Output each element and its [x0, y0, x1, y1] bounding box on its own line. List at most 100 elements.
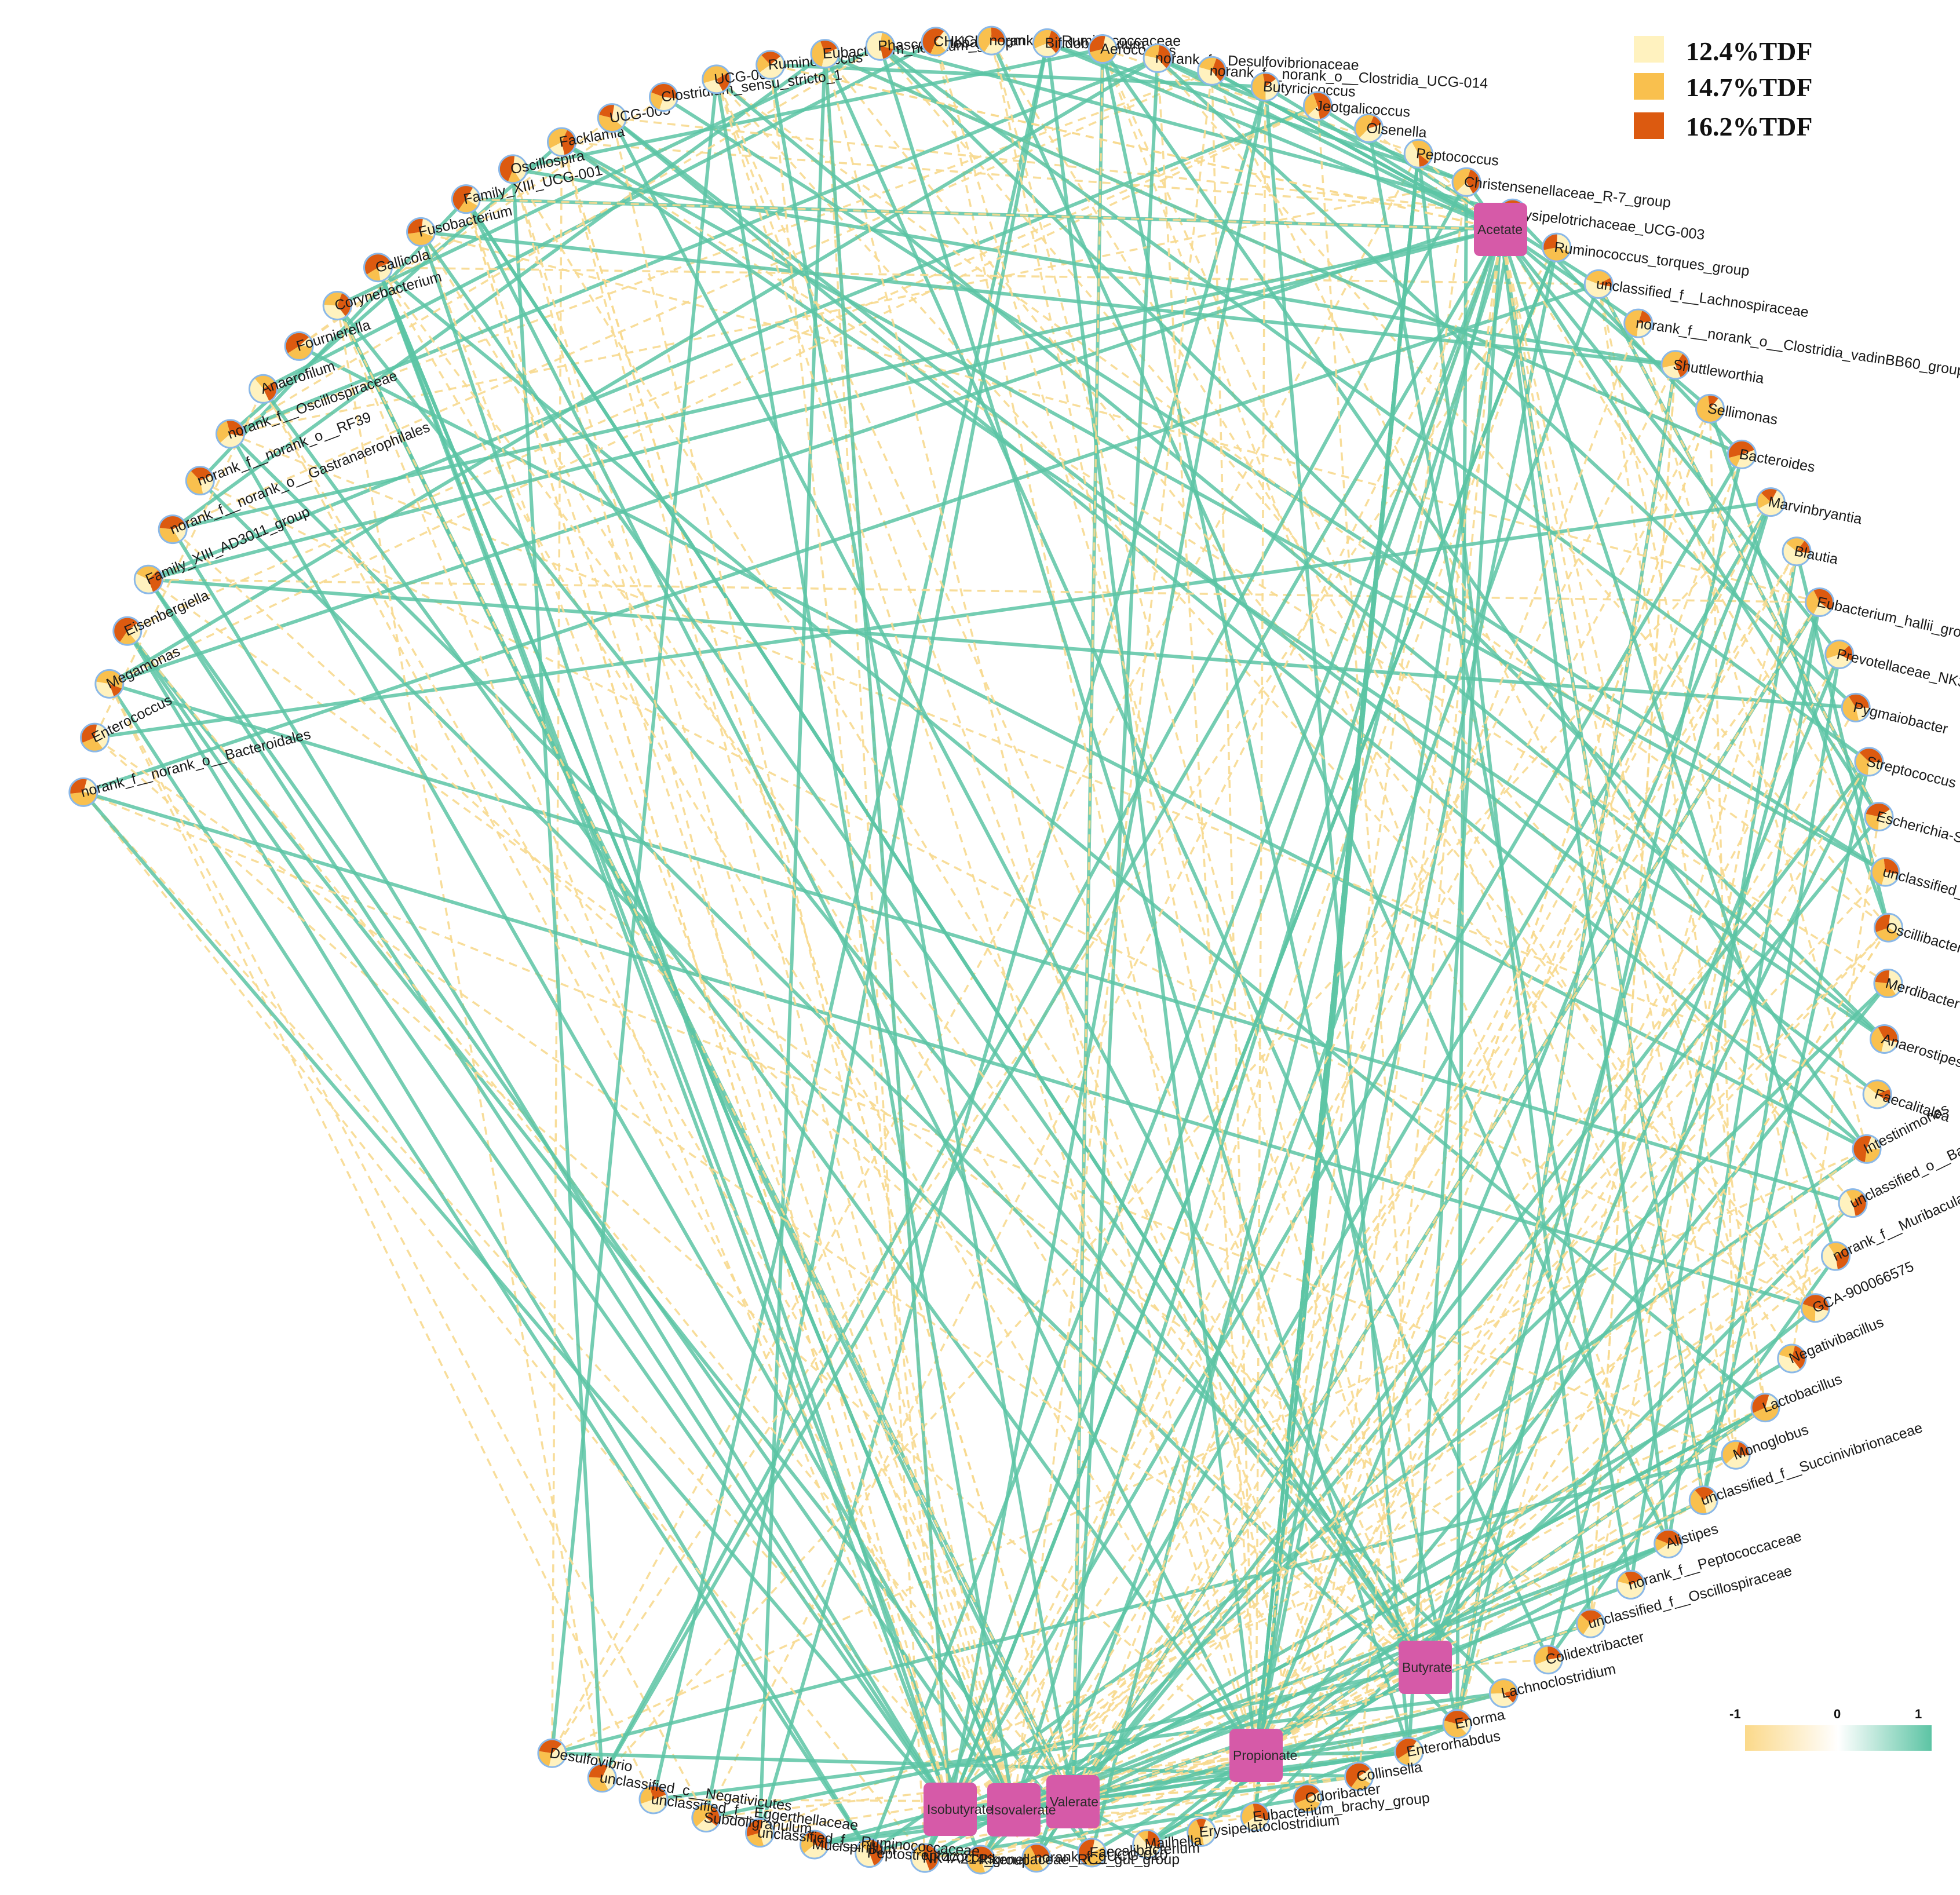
genus-node[interactable]: Mailhella — [1132, 1829, 1202, 1859]
genus-node[interactable]: Bacteroides — [1727, 439, 1816, 476]
correlation-edge — [262, 388, 1015, 1810]
genus-node[interactable]: Jeotgalicoccus — [1302, 91, 1411, 121]
metabolite-square — [1229, 1729, 1283, 1782]
pie-slice — [1585, 270, 1611, 284]
pie-slice — [1198, 67, 1221, 85]
pie-slice — [323, 291, 342, 306]
node-ring — [855, 1838, 885, 1868]
correlation-edge — [950, 1255, 1837, 1810]
node-ring — [1354, 113, 1384, 143]
genus-label: Mailhella — [1144, 1832, 1202, 1852]
correlation-edge — [1499, 229, 1838, 1257]
correlation-edge — [879, 45, 1886, 1040]
genus-node[interactable]: Sellimonas — [1695, 393, 1779, 428]
pie-slice — [1158, 44, 1172, 69]
metabolite-label: Isovalerate — [991, 1802, 1056, 1817]
genus-node[interactable]: Ruminococcus_torques_group — [1542, 232, 1750, 279]
metabolite-node[interactable]: Butyrate — [1399, 1641, 1452, 1694]
correlation-edge — [824, 53, 1257, 1756]
correlation-edge — [1046, 41, 1502, 231]
metabolites-layer: Acetate Butyrate Propionate ValerateIsovale… — [924, 203, 1527, 1836]
genus-label: NK4A214_group — [922, 1850, 1030, 1868]
correlation-edge — [511, 169, 604, 1778]
pie-slice — [1728, 440, 1755, 458]
genus-label: Collinsella — [1356, 1759, 1424, 1785]
correlation-edge — [1455, 454, 1744, 1725]
correlation-edge — [1013, 1809, 1255, 1818]
genus-node[interactable]: Erysipelotrichaceae_UCG-003 — [1498, 198, 1706, 243]
correlation-edge — [1012, 213, 1514, 1810]
metabolite-label: Valerate — [1050, 1794, 1098, 1809]
node-ring — [1451, 167, 1481, 197]
node-ring — [1533, 1645, 1563, 1675]
genus-node[interactable]: Enterococcus — [79, 692, 175, 753]
pie-slice — [1408, 1740, 1423, 1766]
node-ring — [1721, 1440, 1751, 1470]
node-ring — [744, 1818, 775, 1848]
correlation-edge — [1407, 229, 1502, 1752]
genus-node[interactable]: Merdibacter — [1873, 968, 1960, 1012]
pie-slice — [216, 420, 231, 443]
genus-node[interactable]: Lactobacillus — [1750, 1371, 1844, 1423]
pie-slice — [1757, 492, 1771, 509]
pie-slice — [706, 1806, 720, 1827]
metabolite-node[interactable]: Propionate — [1229, 1729, 1297, 1782]
genus-node[interactable]: Pygmaiobacter — [1841, 692, 1950, 737]
pie-slice — [1805, 590, 1820, 615]
genus-node[interactable]: Anaerostipes — [1869, 1024, 1960, 1071]
pie-slice — [866, 32, 884, 60]
metabolite-node[interactable]: Valerate — [1046, 1775, 1100, 1828]
genus-node[interactable]: Eubacterium_hallii_group — [1805, 587, 1960, 644]
correlation-edge — [560, 141, 1015, 1810]
correlation-edge — [1456, 551, 1798, 1725]
genus-node[interactable]: unclassified_f__Lachnospiraceae — [1583, 269, 1810, 320]
pie-slice — [659, 97, 678, 111]
pie-slice — [1815, 1308, 1829, 1322]
node-ring — [133, 564, 163, 594]
correlation-edge — [229, 70, 1213, 435]
genus-node[interactable]: Rikenellaceae_RC9_gut_group — [966, 1845, 1180, 1875]
correlation-edge — [1035, 283, 1601, 1859]
correlation-edge — [126, 630, 952, 1810]
genus-node[interactable]: GCA-900066575 — [1800, 1258, 1916, 1323]
genus-node[interactable]: Escherichia-Shigella — [1864, 802, 1960, 857]
genus-node[interactable]: NK4A214_group — [910, 1843, 1030, 1873]
genus-node[interactable]: Streptococcus — [1854, 747, 1958, 791]
node-ring — [537, 1738, 567, 1768]
pie-slice — [299, 337, 313, 346]
metabolite-node[interactable]: Isobutyrate — [924, 1783, 993, 1836]
pie-slice — [287, 346, 313, 360]
pie-slice — [1736, 450, 1756, 469]
correlation-edge — [108, 682, 1853, 1205]
pie-slice — [407, 232, 435, 246]
correlation-edge — [1254, 501, 1773, 1757]
correlation-edge — [512, 168, 1426, 1668]
pie-slice — [1839, 645, 1853, 661]
correlation-edge — [1255, 1255, 1837, 1757]
pie-slice — [407, 218, 424, 234]
pie-slice — [452, 185, 473, 211]
genus-node[interactable]: Blautia — [1782, 536, 1839, 568]
genus-label: Enterococcus — [89, 692, 175, 746]
correlation-edge — [1637, 323, 1868, 1149]
genus-node[interactable]: Olsenella — [1354, 113, 1428, 143]
correlation-edge — [948, 86, 1267, 1810]
genus-node[interactable]: norank_f__UCG-010 — [1021, 1843, 1168, 1873]
metabolite-node[interactable]: Isovalerate — [987, 1783, 1056, 1836]
correlation-edge — [551, 142, 563, 1754]
correlation-edge — [1255, 1407, 1766, 1757]
genus-node[interactable]: Alistipes — [1654, 1521, 1720, 1558]
node-ring — [158, 514, 188, 545]
genus-label: norank_f__UCG-010 — [1034, 1847, 1168, 1866]
genus-node[interactable]: Oscillibacter — [1874, 912, 1960, 956]
metabolite-node[interactable]: Acetate — [1474, 203, 1527, 256]
correlation-edge — [1072, 927, 1889, 1803]
correlation-edge — [126, 630, 1094, 1854]
correlation-edge — [199, 479, 1459, 1725]
node-ring — [1782, 536, 1812, 567]
correlation-edge — [1499, 229, 1704, 1500]
genus-label: Shuttleworthia — [1672, 356, 1765, 386]
genus-node[interactable]: Peptococcus — [1403, 138, 1499, 169]
pie-slice — [1813, 602, 1831, 616]
genus-node[interactable]: Marvinbryantia — [1755, 487, 1863, 528]
